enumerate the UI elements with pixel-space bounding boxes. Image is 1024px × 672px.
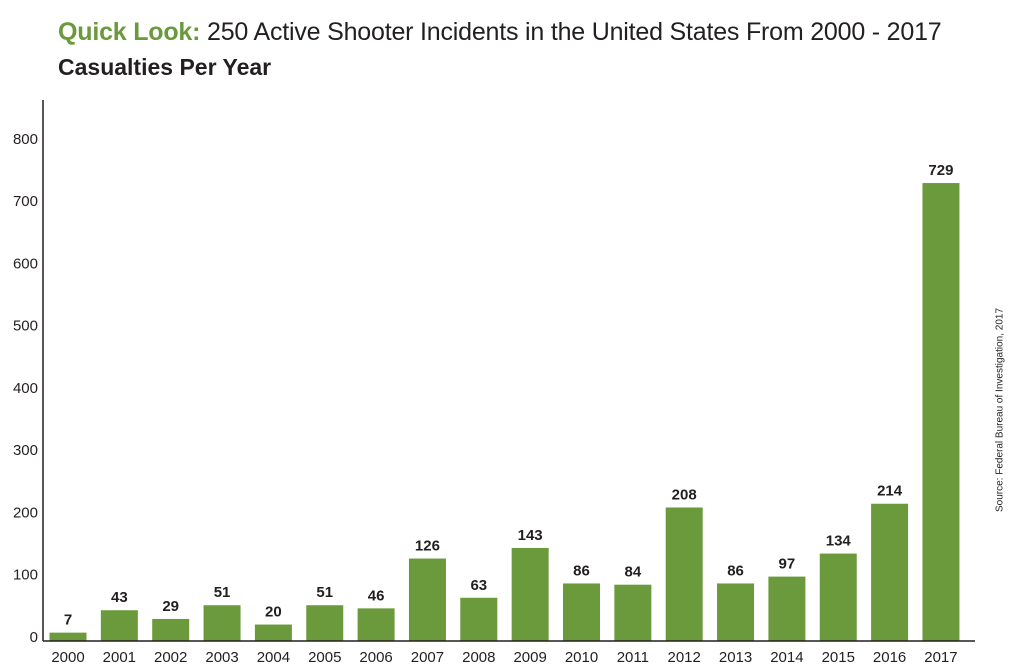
x-tick-label-2007: 2007 xyxy=(411,649,444,666)
x-tick-label-2014: 2014 xyxy=(770,649,803,666)
bar-2009 xyxy=(511,547,549,641)
x-axis: 2000 2001 2002 2003 2004 2005 2006 2007 2008 2009… xyxy=(43,640,975,666)
x-tick-label-2009: 2009 xyxy=(513,649,546,666)
y-tick-label-800: 800 xyxy=(13,131,38,148)
data-label-2010: 86 xyxy=(573,562,590,579)
data-label-2011: 84 xyxy=(625,564,642,581)
bar-2016 xyxy=(871,503,909,641)
chart-title-rest: 250 Active Shooter Incidents in the Unit… xyxy=(200,18,942,46)
y-tick-label-200: 200 xyxy=(13,504,38,521)
bar-2010 xyxy=(563,583,600,641)
x-tick-label-2017: 2017 xyxy=(924,649,957,666)
data-label-2012: 208 xyxy=(672,486,697,503)
chart-title-lead: Quick Look: xyxy=(58,18,201,46)
data-label-2005: 51 xyxy=(316,584,333,601)
x-tick-label-2003: 2003 xyxy=(205,649,238,666)
chart-title: Quick Look: 250 Active Shooter Incidents… xyxy=(58,18,942,47)
y-tick-label-600: 600 xyxy=(13,255,38,272)
y-tick-label-700: 700 xyxy=(13,193,38,210)
y-tick-label-100: 100 xyxy=(13,567,38,584)
x-tick-label-2011: 2011 xyxy=(617,649,649,666)
data-label-2016: 214 xyxy=(877,483,903,500)
y-axis: 0 100 200 300 400 500 600 700 800 xyxy=(13,100,44,646)
data-label-2015: 134 xyxy=(826,533,852,550)
bar-2002 xyxy=(152,618,190,641)
x-tick-label-2005: 2005 xyxy=(308,649,341,666)
bar-2014 xyxy=(768,576,806,641)
x-tick-label-2002: 2002 xyxy=(154,649,187,666)
y-tick-label-0: 0 xyxy=(30,629,38,646)
source-note-text: Source: Federal Bureau of Investigation,… xyxy=(994,307,1006,513)
data-label-2009: 143 xyxy=(518,527,543,544)
data-label-2006: 46 xyxy=(368,587,385,604)
data-label-2017: 729 xyxy=(928,162,953,179)
bar-2006 xyxy=(357,608,395,641)
x-tick-label-2013: 2013 xyxy=(719,649,752,666)
y-tick-label-300: 300 xyxy=(13,442,38,459)
x-tick-label-2015: 2015 xyxy=(822,649,855,666)
y-tick-label-500: 500 xyxy=(13,318,38,335)
data-labels-layer: 7 43 29 51 20 51 46 126 63 143 86 84 208 86 97 134 214 72… xyxy=(64,162,954,629)
bar-2005 xyxy=(306,605,344,641)
data-label-2013: 86 xyxy=(727,562,744,579)
y-tick-label-400: 400 xyxy=(13,380,38,397)
bar-2008 xyxy=(460,597,498,641)
bar-2001 xyxy=(100,610,138,641)
x-tick-label-2016: 2016 xyxy=(873,649,906,666)
data-label-2004: 20 xyxy=(265,604,282,621)
x-tick-label-2004: 2004 xyxy=(257,649,290,666)
bar-2004 xyxy=(254,624,292,641)
bar-2000 xyxy=(49,632,87,641)
bar-2007 xyxy=(408,558,446,641)
bars-layer xyxy=(49,183,960,642)
x-tick-label-2000: 2000 xyxy=(51,649,84,666)
data-label-2003: 51 xyxy=(214,584,231,601)
bar-2015 xyxy=(819,553,857,641)
data-label-2002: 29 xyxy=(162,598,179,615)
data-label-2001: 43 xyxy=(111,589,128,606)
bar-2011 xyxy=(614,584,652,641)
chart-subtitle: Casualties Per Year xyxy=(58,54,272,80)
data-label-2014: 97 xyxy=(779,556,796,573)
x-tick-label-2012: 2012 xyxy=(668,649,701,666)
bar-2012 xyxy=(665,507,703,641)
bar-2017 xyxy=(922,183,960,642)
data-label-2007: 126 xyxy=(415,538,440,555)
x-tick-label-2006: 2006 xyxy=(359,649,392,666)
x-tick-label-2008: 2008 xyxy=(462,649,495,666)
data-label-2008: 63 xyxy=(470,577,487,594)
bar-2003 xyxy=(203,605,241,641)
x-tick-label-2010: 2010 xyxy=(565,649,598,666)
x-tick-label-2001: 2001 xyxy=(103,649,136,666)
data-label-2000: 7 xyxy=(64,612,72,629)
bar-2013 xyxy=(717,583,755,641)
